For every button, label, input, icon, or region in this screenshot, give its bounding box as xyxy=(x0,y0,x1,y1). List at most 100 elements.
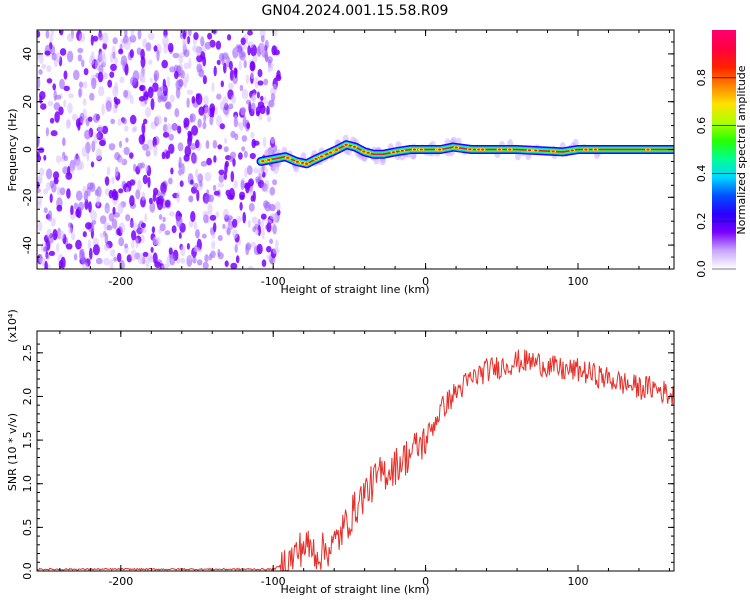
noise-blob xyxy=(183,62,190,70)
noise-blob xyxy=(63,155,68,162)
noise-blob xyxy=(241,88,249,100)
noise-blob xyxy=(177,125,182,134)
noise-blob xyxy=(84,190,88,202)
noise-blob xyxy=(195,46,202,57)
noise-blob xyxy=(168,133,174,141)
noise-blob xyxy=(161,59,168,69)
noise-blob xyxy=(156,198,164,211)
noise-blob xyxy=(112,85,119,98)
x-tick-label: -100 xyxy=(261,575,286,588)
noise-blob xyxy=(95,59,100,71)
noise-blob xyxy=(108,212,115,222)
signal-peak-core xyxy=(468,148,472,151)
signal-peak-core xyxy=(400,149,404,152)
noise-blob xyxy=(143,118,148,125)
noise-blob xyxy=(197,118,202,128)
y-tick-label: 0.0 xyxy=(21,562,34,580)
noise-blob xyxy=(66,33,74,42)
noise-blob xyxy=(186,97,190,108)
noise-blob xyxy=(118,140,123,148)
noise-blob xyxy=(116,228,121,236)
noise-blob xyxy=(164,101,171,110)
noise-blob xyxy=(204,195,209,205)
noise-blob xyxy=(257,218,261,226)
noise-blob xyxy=(233,117,238,128)
signal-halo xyxy=(379,157,386,166)
noise-blob xyxy=(89,92,95,101)
noise-blob xyxy=(106,166,111,176)
noise-blob xyxy=(195,168,199,178)
noise-blob xyxy=(78,81,84,88)
noise-blob xyxy=(247,265,254,269)
noise-blob xyxy=(59,48,67,56)
spectrogram-y-ticks: -40 -20 0 20 40 xyxy=(21,29,674,270)
noise-blob xyxy=(129,114,137,125)
noise-blob xyxy=(53,102,61,111)
noise-blob xyxy=(165,150,171,159)
noise-blob xyxy=(269,238,274,245)
noise-blob xyxy=(218,169,225,176)
noise-blob xyxy=(56,242,60,253)
noise-blob xyxy=(149,77,153,83)
noise-blob xyxy=(40,103,47,110)
noise-blob xyxy=(67,165,71,176)
noise-blob xyxy=(193,247,201,253)
noise-blob xyxy=(228,82,234,90)
noise-blob xyxy=(55,52,61,63)
noise-blob xyxy=(101,125,109,135)
noise-blob xyxy=(110,118,116,125)
noise-blob xyxy=(140,222,146,229)
noise-blob xyxy=(209,115,214,126)
y-tick-label: 2.5 xyxy=(21,344,34,362)
noise-blob xyxy=(169,66,176,73)
noise-blob xyxy=(131,230,137,241)
noise-blob xyxy=(188,195,194,203)
noise-blob xyxy=(207,203,213,216)
noise-blob xyxy=(266,222,272,233)
noise-blob xyxy=(162,35,169,48)
noise-blob xyxy=(70,232,76,241)
signal-peak-core xyxy=(419,148,423,151)
signal-peak-core xyxy=(305,162,309,165)
spectrogram-x-label: Height of straight line (km) xyxy=(280,283,429,296)
noise-blob xyxy=(178,79,184,88)
noise-blob xyxy=(55,94,62,100)
noise-blob xyxy=(68,222,72,229)
noise-blob xyxy=(202,121,207,130)
noise-blob xyxy=(168,211,175,217)
noise-blob xyxy=(153,144,158,157)
noise-blob xyxy=(79,249,84,261)
noise-blob xyxy=(178,232,182,239)
noise-blob xyxy=(60,256,66,269)
noise-blob xyxy=(159,223,166,232)
noise-blob xyxy=(145,42,152,52)
noise-blob xyxy=(140,56,146,68)
noise-blob xyxy=(129,195,135,207)
signal-peak-core xyxy=(497,148,502,151)
colorbar-tick-label: 0.8 xyxy=(695,69,708,87)
noise-blob xyxy=(116,252,122,263)
noise-blob xyxy=(168,177,173,185)
noise-blob xyxy=(108,189,114,199)
noise-blob xyxy=(256,91,260,99)
signal-peak-core xyxy=(534,149,538,152)
noise-blob xyxy=(271,45,277,56)
noise-blob xyxy=(169,253,176,266)
noise-blob xyxy=(203,114,207,123)
noise-blob xyxy=(77,121,81,131)
noise-blob xyxy=(77,54,83,62)
signal-peak-core xyxy=(295,160,299,163)
noise-blob xyxy=(217,248,221,257)
noise-blob xyxy=(183,49,190,58)
noise-blob xyxy=(48,250,56,256)
noise-blob xyxy=(178,156,182,169)
noise-blob xyxy=(230,262,238,269)
noise-blob xyxy=(196,189,200,202)
chart-title: GN04.2024.001.15.58.R09 xyxy=(262,3,449,19)
noise-blob xyxy=(147,176,151,188)
noise-blob xyxy=(46,65,52,73)
noise-blob xyxy=(149,201,156,213)
noise-blob xyxy=(265,184,269,193)
noise-blob xyxy=(46,168,53,180)
noise-blob xyxy=(164,230,171,236)
